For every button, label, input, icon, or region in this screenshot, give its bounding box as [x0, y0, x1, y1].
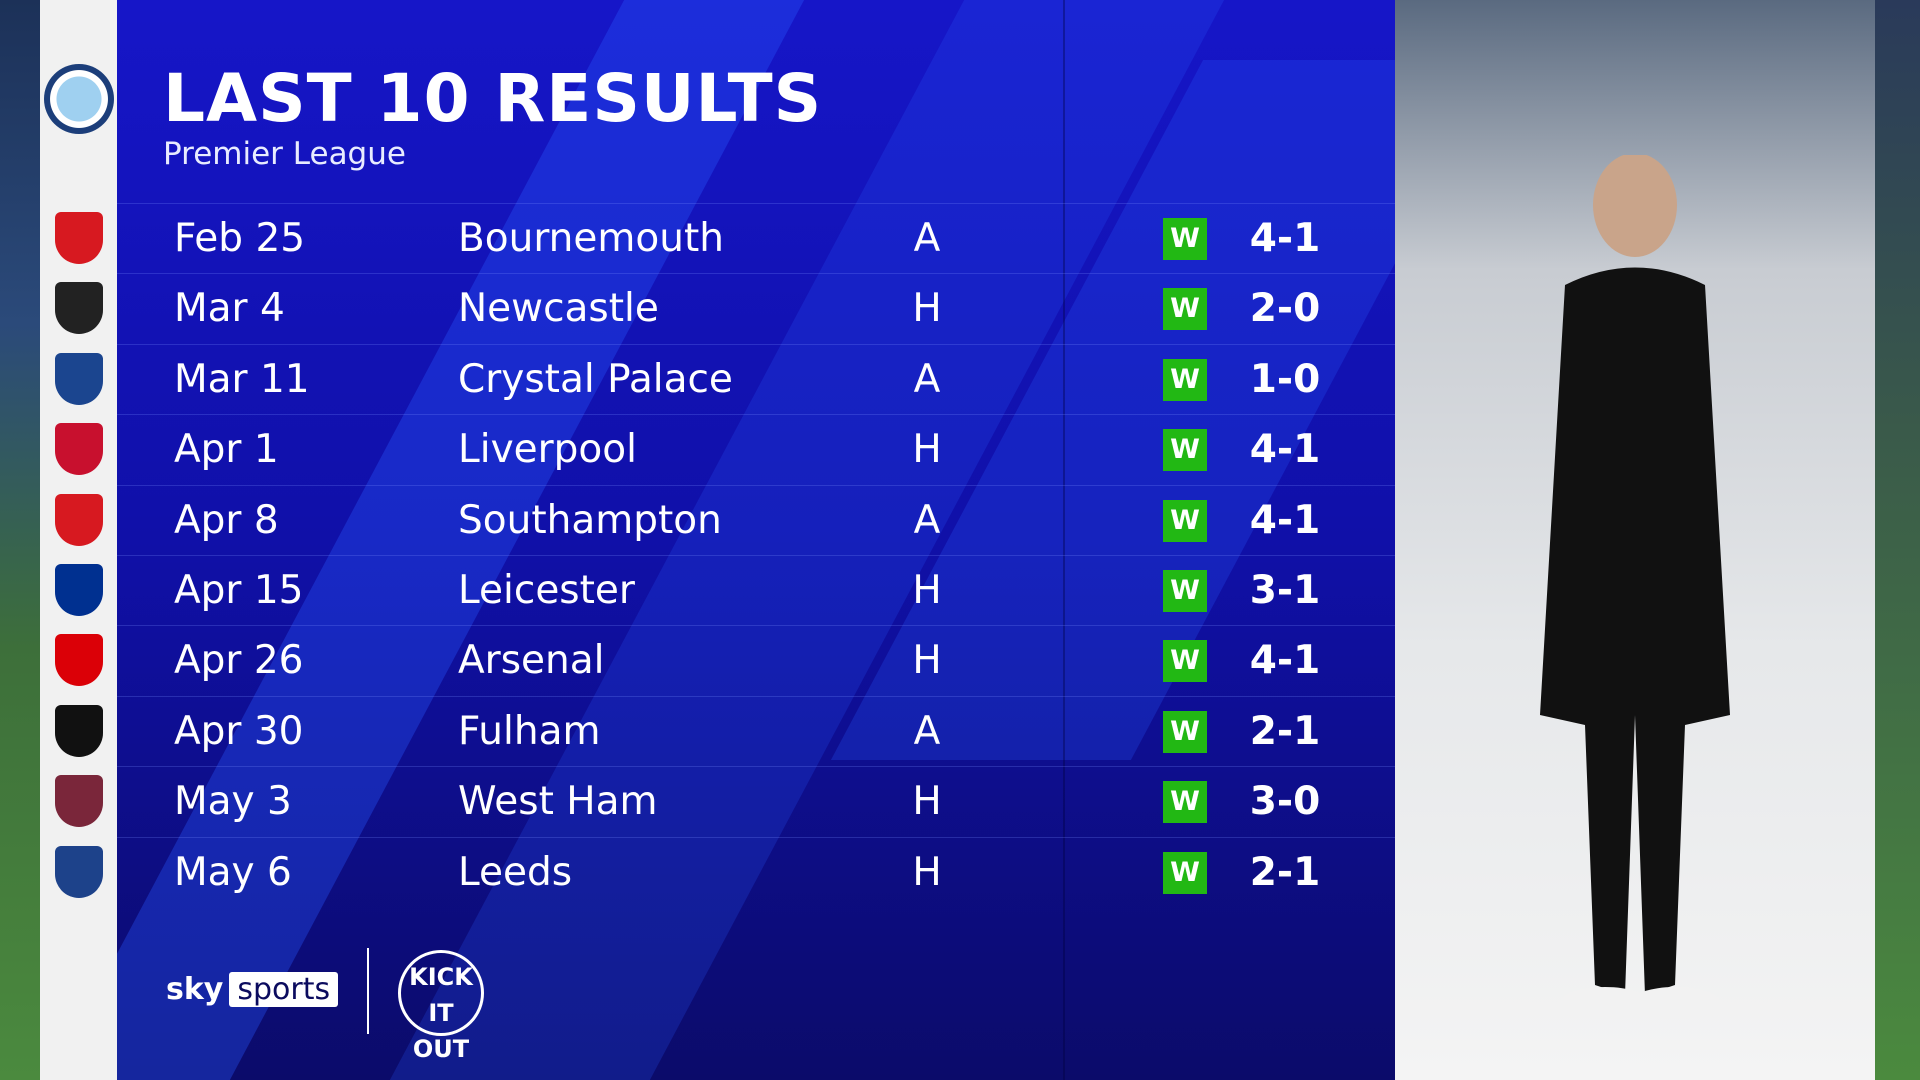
opponent-crest-icon	[55, 423, 103, 476]
date-cell: Mar 4	[174, 286, 285, 332]
sky-sports-logo: sky sports	[166, 972, 339, 1007]
opponent-cell: Leeds	[458, 849, 573, 895]
venue-cell: A	[913, 708, 941, 754]
result-cell: W	[1163, 288, 1207, 331]
result-cell: W	[1163, 710, 1207, 753]
date-cell: Feb 25	[174, 216, 306, 261]
background-stadium-right	[1875, 0, 1920, 1080]
crest-column	[40, 0, 117, 1080]
date-cell: Apr 26	[174, 638, 304, 684]
brand-sports: sports	[229, 972, 339, 1007]
date-cell: May 6	[174, 849, 292, 895]
result-row: May 6 Leeds H W 2-1	[117, 836, 1395, 907]
opponent-cell: Liverpool	[458, 427, 637, 473]
opponent-crest-icon	[55, 352, 103, 405]
result-row: Feb 25 Bournemouth A W 4-1	[117, 203, 1395, 273]
opponent-cell: Fulham	[458, 708, 601, 754]
result-row: Apr 30 Fulham A W 2-1	[117, 695, 1395, 766]
page-title: LAST 10 RESULTS	[163, 60, 823, 137]
opponent-cell: Bournemouth	[458, 216, 724, 261]
opponent-crest-icon	[55, 845, 103, 898]
score-cell: 1-0	[1249, 356, 1321, 402]
result-cell: W	[1163, 358, 1207, 401]
result-row: Apr 15 Leicester H W 3-1	[117, 555, 1395, 625]
result-row: Mar 11 Crystal Palace A W 1-0	[117, 343, 1395, 414]
date-cell: Apr 15	[174, 568, 304, 613]
result-row: Mar 4 Newcastle H W 2-0	[117, 273, 1395, 343]
venue-cell: A	[913, 356, 941, 402]
logo-divider	[367, 948, 369, 1034]
venue-cell: A	[913, 216, 941, 261]
opponent-cell: Arsenal	[458, 638, 605, 684]
score-cell: 4-1	[1249, 427, 1321, 473]
result-row: Apr 8 Southampton A W 4-1	[117, 484, 1395, 555]
brand-sky: sky	[166, 972, 224, 1007]
venue-cell: H	[912, 427, 942, 473]
venue-cell: H	[912, 779, 942, 825]
score-cell: 4-1	[1249, 497, 1321, 543]
opponent-cell: Crystal Palace	[458, 356, 733, 402]
opponent-cell: Newcastle	[458, 286, 659, 332]
date-cell: May 3	[174, 779, 292, 825]
opponent-crest-icon	[55, 634, 103, 687]
score-cell: 3-1	[1249, 568, 1321, 613]
result-row: Apr 26 Arsenal H W 4-1	[117, 625, 1395, 695]
opponent-crest-icon	[55, 282, 103, 335]
score-cell: 4-1	[1249, 638, 1321, 684]
opponent-crest-icon	[55, 704, 103, 757]
date-cell: Apr 8	[174, 497, 279, 543]
score-cell: 2-1	[1249, 849, 1321, 895]
result-cell: W	[1163, 851, 1207, 894]
opponent-cell: West Ham	[458, 779, 658, 825]
kick-it-out-logo: KICK IT OUT	[398, 950, 484, 1063]
score-cell: 3-0	[1249, 779, 1321, 825]
venue-cell: A	[913, 497, 941, 543]
venue-cell: H	[912, 849, 942, 895]
opponent-crest-icon	[55, 493, 103, 546]
score-cell: 2-1	[1249, 708, 1321, 754]
result-row: Apr 1 Liverpool H W 4-1	[117, 414, 1395, 484]
result-cell: W	[1163, 218, 1207, 260]
score-cell: 2-0	[1249, 286, 1321, 332]
background-stadium-left	[0, 0, 40, 1080]
venue-cell: H	[912, 638, 942, 684]
date-cell: Apr 1	[174, 427, 279, 473]
result-cell: W	[1163, 499, 1207, 542]
date-cell: Mar 11	[174, 356, 310, 402]
venue-cell: H	[912, 568, 942, 613]
opponent-crest-icon	[55, 564, 103, 616]
result-cell: W	[1163, 640, 1207, 683]
result-cell: W	[1163, 570, 1207, 612]
date-cell: Apr 30	[174, 708, 304, 754]
result-row: May 3 West Ham H W 3-0	[117, 766, 1395, 836]
manager-photo	[1395, 0, 1875, 1080]
opponent-cell: Leicester	[458, 568, 635, 613]
competition-subtitle: Premier League	[163, 136, 406, 172]
manager-figure-icon	[1540, 155, 1730, 1019]
score-cell: 4-1	[1249, 216, 1321, 261]
manchester-city-crest-icon	[44, 64, 114, 134]
result-cell: W	[1163, 781, 1207, 824]
opponent-crest-icon	[55, 775, 103, 828]
opponent-cell: Southampton	[458, 497, 722, 543]
opponent-crest-icon	[55, 212, 103, 264]
result-cell: W	[1163, 429, 1207, 472]
venue-cell: H	[912, 286, 942, 332]
